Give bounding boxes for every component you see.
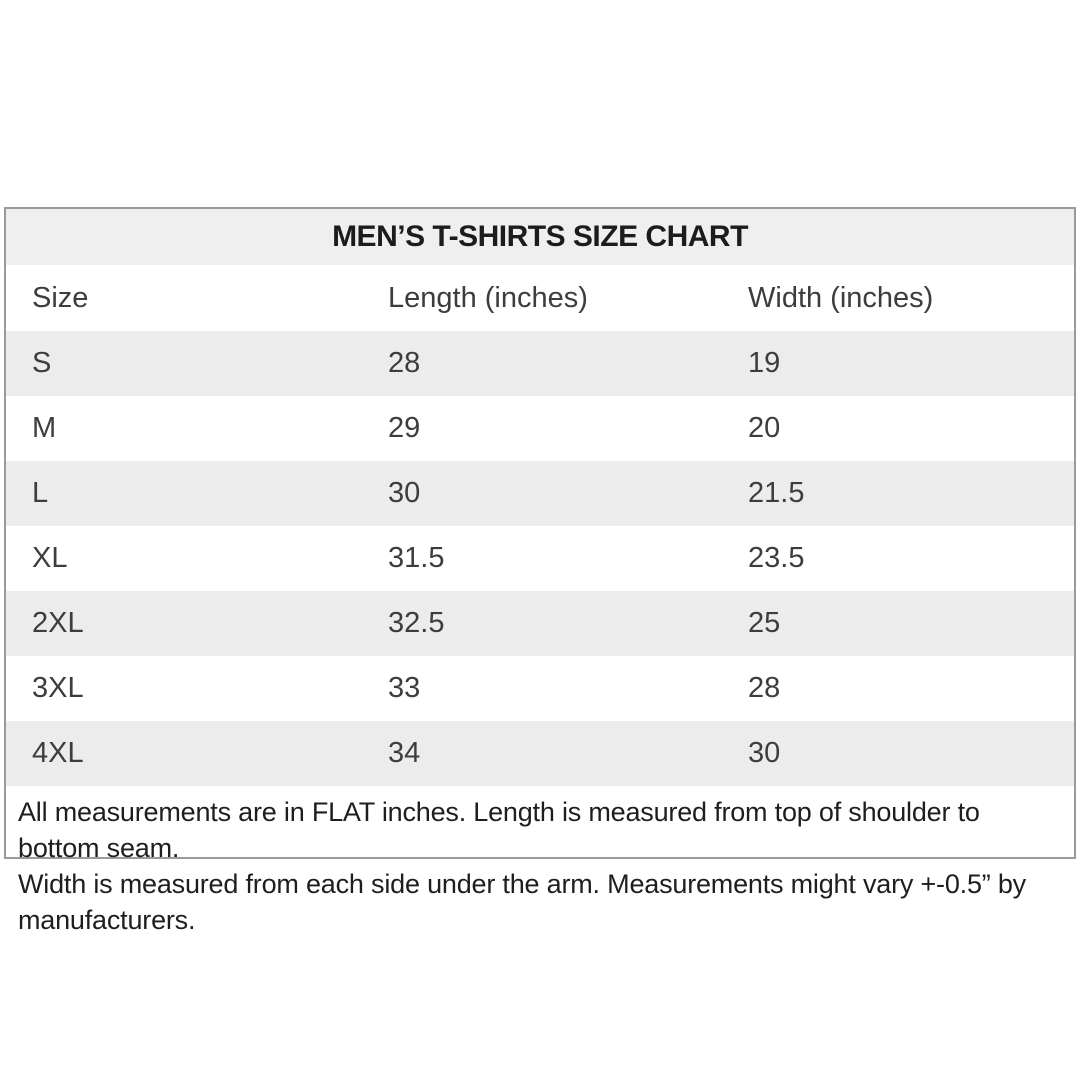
column-header-length: Length (inches) [388,281,588,314]
table-header-row: Size Length (inches) Width (inches) [6,265,1074,331]
footnote-line-1: All measurements are in FLAT inches. Len… [18,797,980,863]
table-row: XL 31.5 23.5 [6,526,1074,591]
width-cell: 25 [748,607,781,639]
size-cell: S [32,347,52,379]
length-cell: 34 [388,737,421,769]
column-header-size: Size [32,281,89,314]
length-cell: 32.5 [388,607,445,639]
length-cell: 31.5 [388,542,445,574]
table-row: 4XL 34 30 [6,721,1074,786]
length-cell: 28 [388,347,421,379]
length-cell: 30 [388,477,421,509]
size-cell: 4XL [32,737,84,769]
table-row: M 29 20 [6,396,1074,461]
table-row: 3XL 33 28 [6,656,1074,721]
size-cell: L [32,477,49,509]
table-row: 2XL 32.5 25 [6,591,1074,656]
length-cell: 33 [388,672,421,704]
width-cell: 19 [748,347,781,379]
width-cell: 28 [748,672,781,704]
table-row: L 30 21.5 [6,461,1074,526]
footnote: All measurements are in FLAT inches. Len… [6,786,1074,938]
size-cell: M [32,412,57,444]
length-cell: 29 [388,412,421,444]
size-cell: XL [32,542,68,574]
width-cell: 30 [748,737,781,769]
width-cell: 21.5 [748,477,805,509]
size-cell: 3XL [32,672,84,704]
table-body: S 28 19 M 29 20 L 30 21.5 XL 31.5 23.5 2XL 32.5 25 3XL 3… [6,331,1074,786]
size-chart-table: MEN’S T-SHIRTS SIZE CHART Size Length (i… [4,207,1076,935]
table-row: S 28 19 [6,331,1074,396]
footnote-line-2: Width is measured from each side under t… [18,869,1026,935]
width-cell: 20 [748,412,781,444]
page-title: MEN’S T-SHIRTS SIZE CHART [332,220,748,253]
width-cell: 23.5 [748,542,805,574]
column-header-width: Width (inches) [748,281,934,314]
title-band: MEN’S T-SHIRTS SIZE CHART [6,209,1074,265]
size-cell: 2XL [32,607,84,639]
